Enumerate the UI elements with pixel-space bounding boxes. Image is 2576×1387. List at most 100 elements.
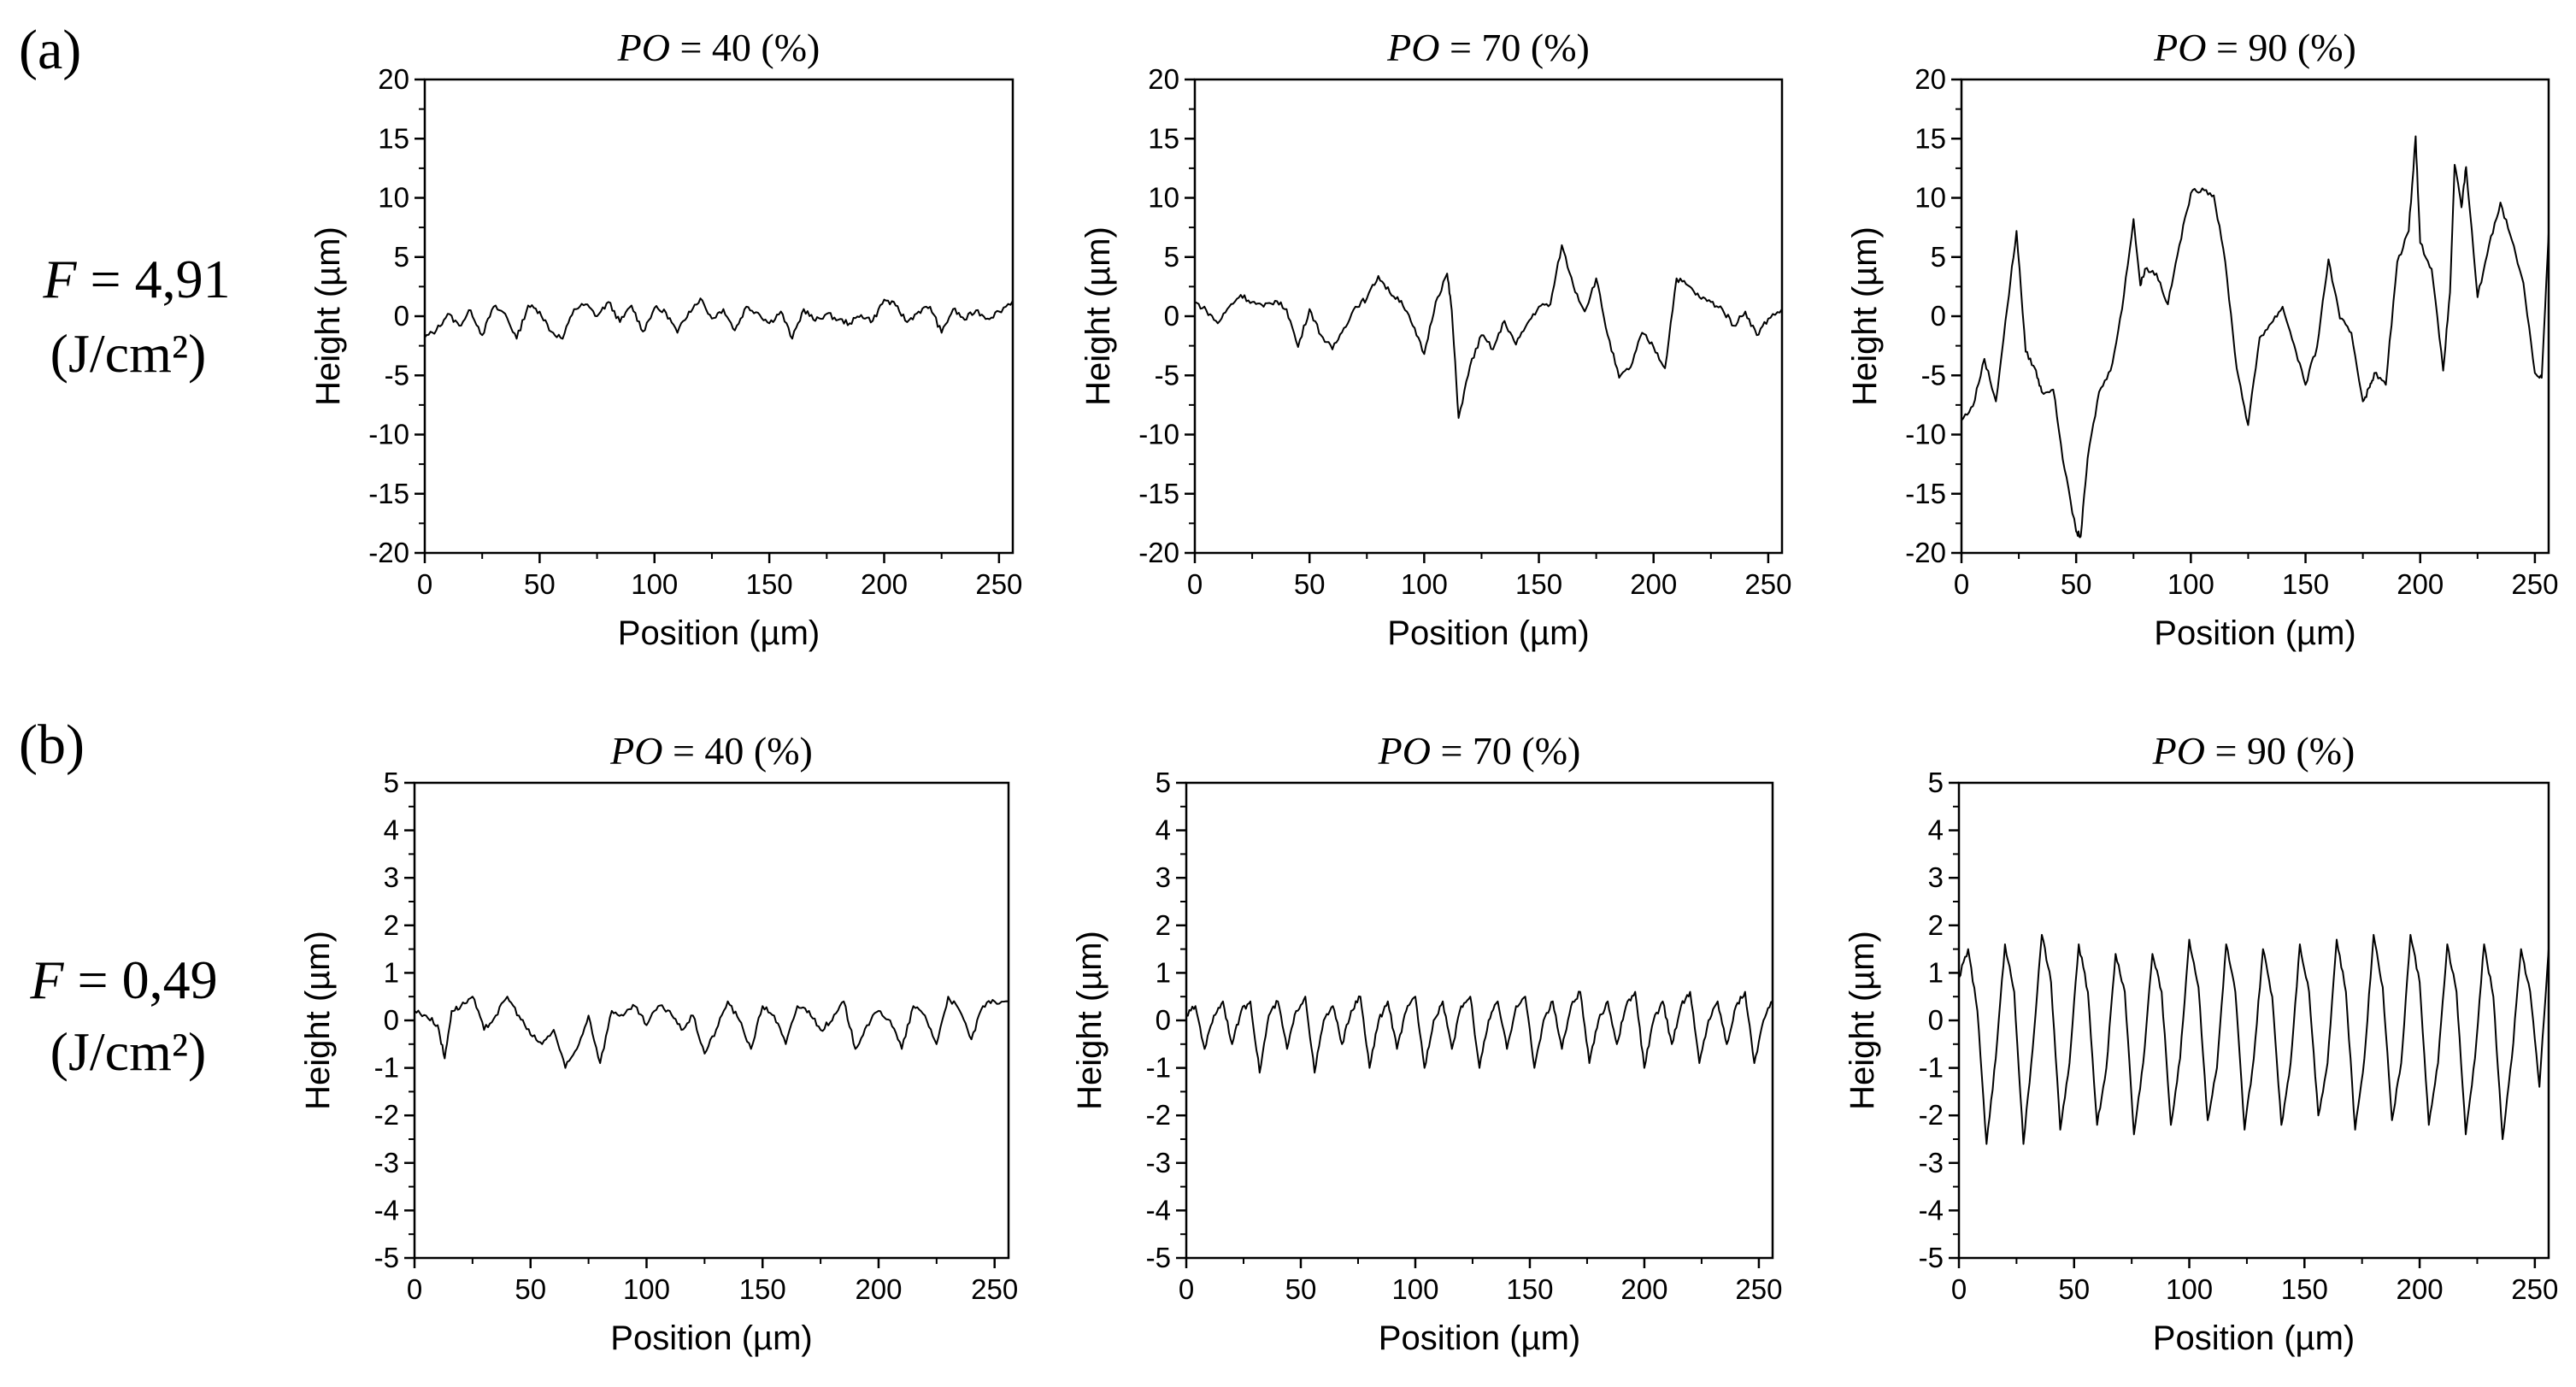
chart-title-symbol: PO [2152,729,2205,773]
y-tick-label--2: -2 [374,1099,399,1131]
panel-label-b: (b) [19,714,85,776]
x-tick-label-100: 100 [2167,568,2214,600]
chart-title: PO = 70 (%) [1378,729,1581,773]
chart-title-value: = 40 (%) [662,729,812,773]
y-tick-label-5: 5 [394,241,409,273]
x-tick-label-150: 150 [2282,568,2329,600]
chart-b40: 0 50 100 150 200 250 -5 -4 -3 -2 -1 0 1 2 3 4 5 PO = 40 (… [299,729,1018,1357]
chart-title-value: = 70 (%) [1431,729,1580,773]
chart-b90: 0 50 100 150 200 250 -5 -4 -3 -2 -1 0 1 2 3 4 5 PO = 90 (… [1844,729,2558,1357]
plot-frame [1957,781,2550,1260]
x-tick-label-0: 0 [417,568,432,600]
x-tick-label-150: 150 [1515,568,1562,600]
fluence-unit-a: (J/cm²) [50,323,207,384]
y-tick-label--1: -1 [1919,1052,1944,1084]
y-tick-label--3: -3 [1146,1147,1171,1178]
y-tick-label-0: 0 [1931,300,1946,332]
x-tick-label-200: 200 [2397,568,2444,600]
fluence-label-a: F = 4,91 [42,249,230,309]
y-tick-label-0: 0 [394,300,409,332]
y-tick-label--20: -20 [1138,537,1179,568]
y-tick-label--5: -5 [374,1242,399,1273]
y-tick-label--15: -15 [1905,478,1946,509]
x-tick-label-50: 50 [2061,568,2092,600]
y-tick-label--15: -15 [368,478,409,509]
chart-a90: 0 50 100 150 200 250 -20 -15 -10 -5 0 5 10 15 20 PO = 9… [1846,26,2558,652]
y-tick-label-5: 5 [384,767,399,798]
y-tick-label-15: 15 [1914,122,1946,154]
chart-title-symbol: PO [1378,729,1431,773]
chart-title-value: = 70 (%) [1439,26,1589,69]
y-tick-label-20: 20 [378,63,409,95]
fluence-label-b: F = 0,49 [29,949,217,1010]
y-tick-label-20: 20 [1914,63,1946,95]
y-tick-label--4: -4 [374,1194,399,1225]
y-tick-label--2: -2 [1146,1099,1171,1131]
y-tick-label-10: 10 [1148,182,1179,214]
chart-title: PO = 40 (%) [609,729,813,773]
data-line [1961,135,2550,538]
y-tick-label-5: 5 [1931,241,1946,273]
y-tick-label-2: 2 [1156,909,1171,941]
y-tick-label-1: 1 [384,956,399,988]
chart-a70: 0 50 100 150 200 250 -20 -15 -10 -5 0 5 10 15 20 PO = 7… [1079,26,1791,652]
y-axis-label: Height (µm) [1079,226,1117,406]
y-tick-label-2: 2 [1928,909,1944,941]
data-line [414,996,1009,1069]
y-tick-label--15: -15 [1138,478,1179,509]
y-tick-label-0: 0 [1156,1004,1171,1036]
x-tick-label-50: 50 [2058,1273,2090,1305]
y-tick-label--5: -5 [385,359,409,391]
x-tick-label-50: 50 [524,568,556,600]
y-tick-label-15: 15 [1148,122,1179,154]
y-tick-label-0: 0 [1164,300,1179,332]
x-tick-label-250: 250 [971,1273,1018,1305]
data-line [1194,244,1783,420]
x-axis-label: Position (µm) [2153,1319,2355,1357]
plot-frame [423,78,1015,555]
x-tick-label-250: 250 [1735,1273,1782,1305]
chart-title-symbol: PO [1386,26,1439,69]
x-axis-label: Position (µm) [610,1319,812,1357]
chart-title-value: = 90 (%) [2206,26,2355,69]
y-axis-label: Height (µm) [1071,931,1109,1110]
y-tick-label-4: 4 [1928,814,1944,846]
y-tick-label-3: 3 [384,861,399,893]
y-tick-label-15: 15 [378,122,409,154]
x-tick-label-200: 200 [861,568,908,600]
x-tick-label-200: 200 [855,1273,902,1305]
chart-title-value: = 40 (%) [670,26,820,69]
x-tick-label-0: 0 [1187,568,1203,600]
x-tick-label-0: 0 [1951,1273,1967,1305]
chart-title: PO = 90 (%) [2153,26,2356,69]
data-line [1185,990,1773,1074]
plot-frame [413,781,1010,1260]
y-tick-label-5: 5 [1164,241,1179,273]
x-tick-label-250: 250 [975,568,1022,600]
y-tick-label--3: -3 [374,1147,399,1178]
x-tick-label-150: 150 [2281,1273,2328,1305]
chart-title: PO = 40 (%) [617,26,820,69]
y-tick-label-3: 3 [1156,861,1171,893]
x-tick-label-100: 100 [1391,1273,1438,1305]
y-tick-label--10: -10 [1905,419,1946,450]
x-tick-label-100: 100 [631,568,678,600]
y-axis-label: Height (µm) [1846,226,1884,406]
plot-frame [1193,78,1784,555]
fluence-value-a: = 4,91 [91,249,231,309]
x-axis-label: Position (µm) [2154,614,2355,652]
y-tick-label--20: -20 [368,537,409,568]
y-tick-label--3: -3 [1919,1147,1944,1178]
chart-title-symbol: PO [617,26,670,69]
y-tick-label-3: 3 [1928,861,1944,893]
x-tick-label-50: 50 [1285,1273,1317,1305]
x-tick-label-100: 100 [1401,568,1448,600]
x-tick-label-150: 150 [739,1273,786,1305]
panel-label-a: (a) [19,19,81,81]
y-tick-label--10: -10 [1138,419,1179,450]
x-tick-label-50: 50 [515,1273,546,1305]
chart-a40: 0 50 100 150 200 250 -20 -15 -10 -5 0 5 10 15 20 PO = 4… [309,26,1022,652]
x-tick-label-150: 150 [746,568,793,600]
y-axis-label: Height (µm) [1844,931,1881,1110]
